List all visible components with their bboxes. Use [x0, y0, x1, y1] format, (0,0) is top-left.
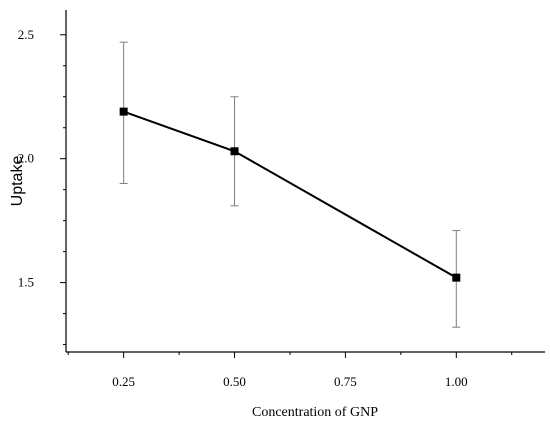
data-markers: [119, 107, 461, 282]
axes: [65, 10, 545, 353]
data-point-marker: [119, 107, 128, 116]
x-tick-label: 1.00: [445, 374, 468, 389]
x-tick-label: 0.75: [334, 374, 357, 389]
x-tick-label: 0.50: [223, 374, 246, 389]
y-tick-label: 1.5: [18, 275, 34, 290]
y-tick-label: 2.0: [18, 151, 34, 166]
x-axis-label: Concentration of GNP: [252, 405, 378, 420]
x-ticks: 0.25 0.50 0.75 1.00: [67, 352, 513, 389]
error-bars: [119, 41, 461, 328]
y-axis-label: Uptake: [9, 156, 26, 207]
data-point-marker: [230, 147, 239, 156]
y-tick-label: 2.5: [18, 27, 34, 42]
series-line: [123, 110, 457, 279]
x-tick-label: 0.25: [112, 374, 135, 389]
data-point-marker: [452, 273, 461, 282]
y-ticks: 1.5 2.0 2.5: [18, 27, 66, 346]
